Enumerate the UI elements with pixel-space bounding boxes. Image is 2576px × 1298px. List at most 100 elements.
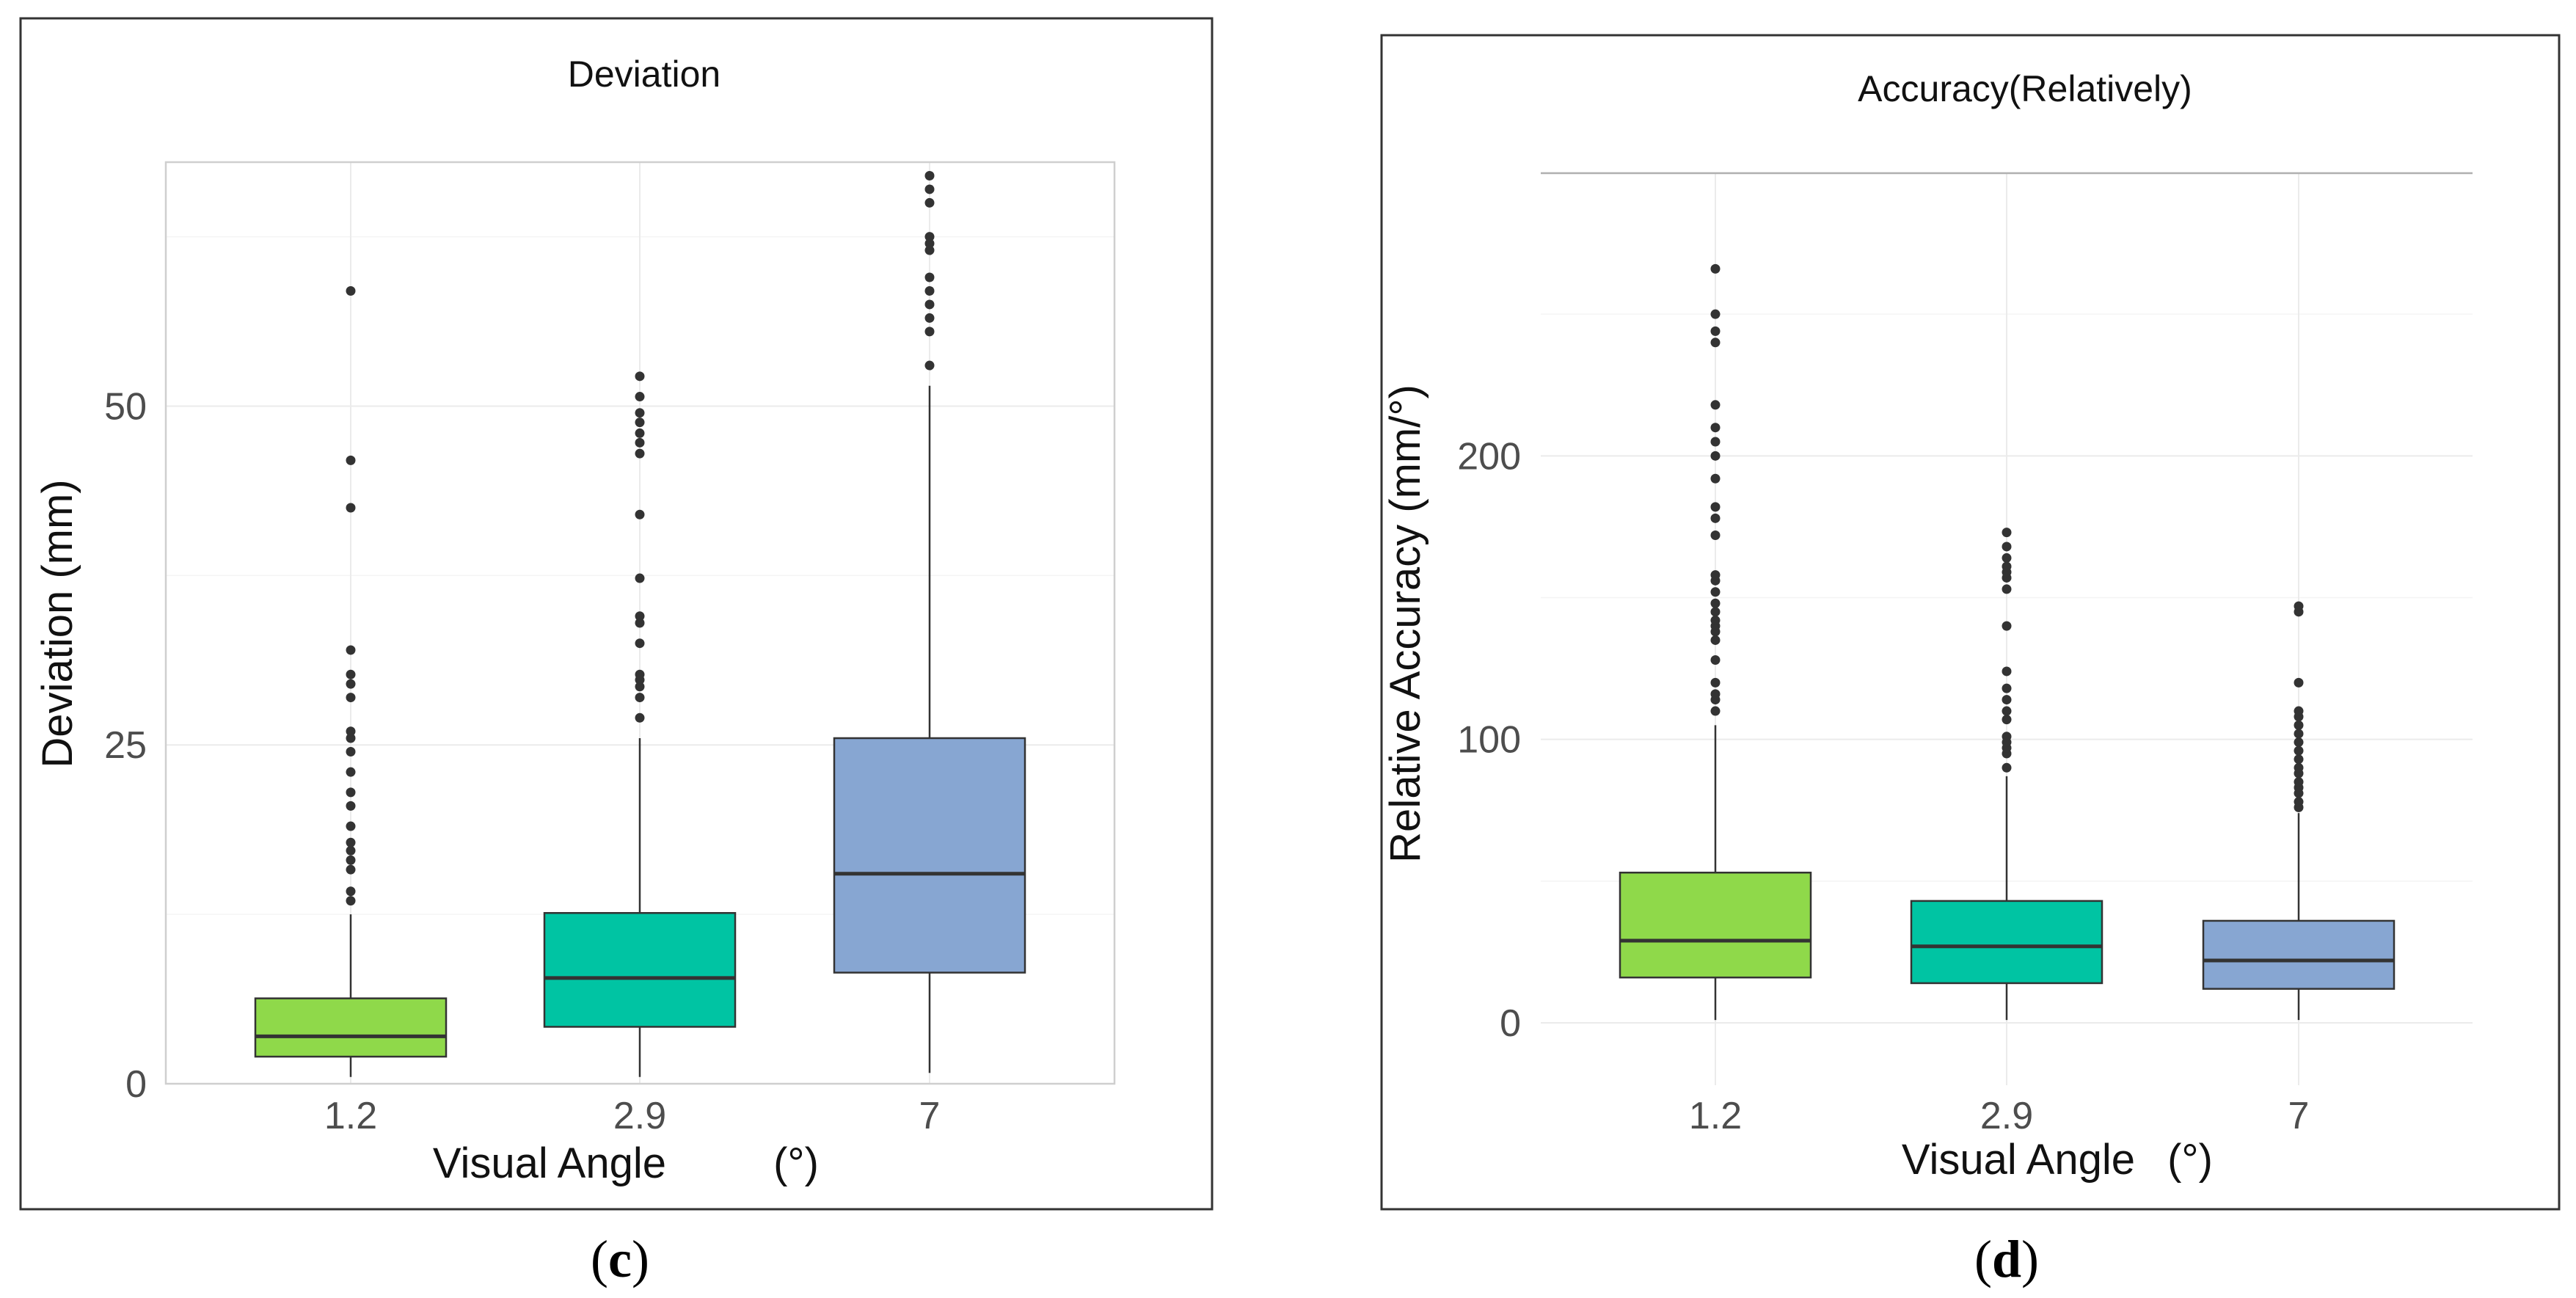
accuracy-y-tick-label: 0 [1500, 1002, 1521, 1045]
accuracy-outlier-point [2002, 683, 2012, 693]
deviation-outlier-point [346, 864, 356, 875]
deviation-outlier-point [346, 837, 356, 847]
accuracy-outlier-point [1710, 437, 1721, 447]
accuracy-chart-title: Accuracy(Relatively) [1858, 68, 2192, 109]
deviation-outlier-point [346, 693, 356, 703]
deviation-box [543, 912, 737, 1028]
accuracy-y-axis-title: Relative Accuracy (mm/°) [1382, 384, 1429, 863]
panel-label-d: (d) [1974, 1230, 2039, 1288]
accuracy-x-tick-label: 7 [2288, 1095, 2310, 1137]
accuracy-outlier-point [1710, 451, 1721, 461]
deviation-outlier-point [346, 886, 356, 897]
panel-label-d-letter: d [1992, 1230, 2021, 1288]
accuracy-outlier-point [2002, 695, 2012, 705]
accuracy-outlier-point [2002, 553, 2012, 563]
accuracy-x-tick-label: 1.2 [1689, 1095, 1742, 1137]
deviation-outlier-point [346, 733, 356, 743]
accuracy-outlier-point [2002, 584, 2012, 594]
accuracy-outlier-point [1710, 309, 1721, 319]
deviation-outlier-point [346, 679, 356, 689]
panel-label-d-open: ( [1974, 1230, 1992, 1288]
accuracy-outlier-point [1710, 263, 1721, 274]
accuracy-outlier-point [1710, 570, 1721, 580]
accuracy-outlier-point [1710, 635, 1721, 645]
deviation-y-axis-title: Deviation (mm) [34, 479, 81, 768]
deviation-outlier-point [924, 313, 935, 323]
panel-label-c-close: ) [632, 1230, 649, 1288]
deviation-x-tick-label: 7 [919, 1095, 941, 1137]
accuracy-outlier-point [2294, 754, 2304, 765]
deviation-outlier-point [635, 392, 645, 402]
deviation-outlier-point [635, 682, 645, 692]
deviation-panel: Deviation 0 25 50 1.2 2.9 7 Deviation (mm) Vi… [19, 17, 1214, 1211]
deviation-outlier-point [635, 611, 645, 621]
deviation-x-axis-title: Visual Angle [433, 1140, 666, 1187]
deviation-outlier-point [346, 767, 356, 777]
deviation-outlier-point [346, 821, 356, 831]
deviation-outlier-point [924, 197, 935, 208]
accuracy-outlier-point [2294, 745, 2304, 756]
deviation-chart-title: Deviation [568, 54, 720, 95]
accuracy-outlier-point [1710, 587, 1721, 597]
accuracy-outlier-point [2294, 720, 2304, 730]
accuracy-y-tick-label: 200 [1457, 435, 1521, 478]
accuracy-outlier-point [2002, 621, 2012, 631]
accuracy-outlier-point [1710, 473, 1721, 484]
accuracy-outlier-point [2002, 715, 2012, 725]
deviation-outlier-point [635, 573, 645, 583]
deviation-outlier-point [635, 638, 645, 649]
accuracy-outlier-point [2002, 706, 2012, 716]
deviation-outlier-point [924, 170, 935, 181]
deviation-outlier-point [346, 845, 356, 856]
accuracy-outlier-point [2002, 561, 2012, 572]
deviation-outlier-point [924, 238, 935, 249]
deviation-outlier-point [924, 299, 935, 310]
deviation-outlier-point [924, 272, 935, 282]
accuracy-box [1619, 871, 1812, 979]
accuracy-outlier-point [1710, 423, 1721, 433]
deviation-outlier-point [635, 509, 645, 519]
accuracy-outlier-point [2294, 797, 2304, 807]
deviation-box [833, 737, 1026, 974]
accuracy-outlier-point [2294, 737, 2304, 748]
deviation-box [254, 997, 448, 1058]
panel-label-c-letter: c [608, 1230, 632, 1288]
deviation-outlier-point [635, 669, 645, 679]
accuracy-outlier-point [1710, 400, 1721, 410]
deviation-x-tick-label: 2.9 [613, 1095, 666, 1137]
deviation-outlier-point [346, 455, 356, 465]
accuracy-outlier-point [1710, 338, 1721, 348]
deviation-outlier-point [346, 746, 356, 756]
deviation-outlier-point [924, 327, 935, 337]
panel-label-d-close: ) [2021, 1230, 2039, 1288]
accuracy-box [2202, 919, 2396, 990]
deviation-outlier-point [346, 896, 356, 906]
accuracy-outlier-point [2002, 666, 2012, 677]
deviation-outlier-point [346, 787, 356, 798]
deviation-x-tick-label: 1.2 [324, 1095, 377, 1137]
deviation-outlier-point [635, 693, 645, 703]
deviation-y-tick-label: 0 [125, 1063, 147, 1106]
accuracy-x-axis-unit: (°) [2167, 1136, 2213, 1184]
accuracy-outlier-point [1710, 655, 1721, 665]
accuracy-outlier-point [2294, 706, 2304, 716]
accuracy-x-axis-title: Visual Angle [1902, 1136, 2135, 1184]
deviation-outlier-point [635, 408, 645, 418]
accuracy-outlier-point [2294, 729, 2304, 739]
accuracy-outlier-point [1710, 502, 1721, 512]
accuracy-y-tick-label: 100 [1457, 719, 1521, 762]
accuracy-outlier-point [1710, 530, 1721, 541]
accuracy-outlier-point [2294, 677, 2304, 688]
deviation-outlier-point [346, 669, 356, 679]
accuracy-outlier-point [1710, 607, 1721, 617]
accuracy-outlier-point [2294, 777, 2304, 787]
deviation-outlier-point [924, 245, 935, 255]
accuracy-x-tick-label: 2.9 [1980, 1095, 2033, 1137]
deviation-outlier-point [635, 448, 645, 459]
deviation-outlier-point [635, 437, 645, 448]
deviation-outlier-point [635, 428, 645, 438]
deviation-y-tick-label: 25 [104, 724, 147, 767]
accuracy-plot: 0 100 200 1.2 2.9 7 [1457, 172, 2473, 1137]
accuracy-panel: Accuracy(Relatively) 0 100 200 1.2 2.9 7 Rela… [1380, 34, 2561, 1211]
deviation-outlier-point [346, 726, 356, 737]
